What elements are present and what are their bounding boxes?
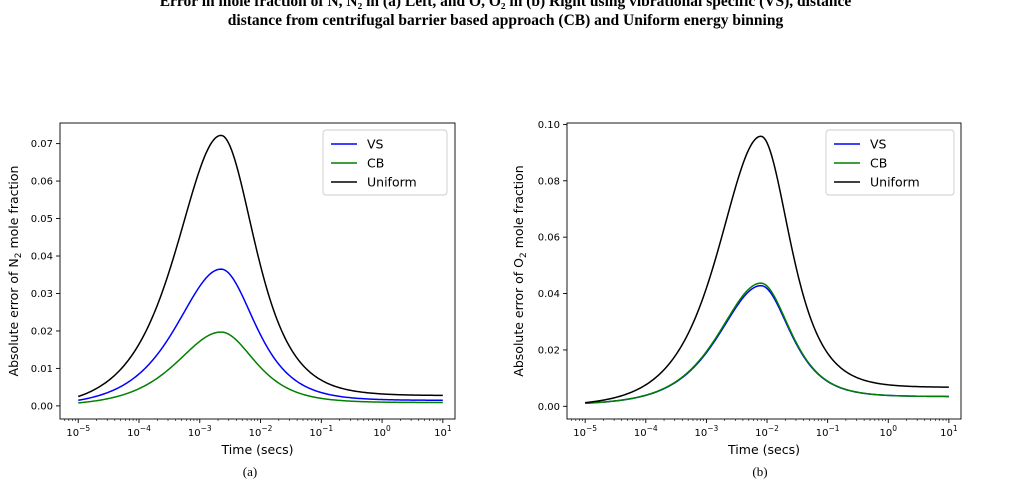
x-tick-label: 10−4 — [634, 424, 658, 439]
x-tick-label: 10−4 — [127, 424, 151, 439]
x-tick-label: 10−3 — [188, 424, 212, 439]
x-axis-label: Time (secs) — [221, 442, 294, 457]
x-tick-label: 10−5 — [66, 424, 90, 439]
y-tick-label: 0.06 — [31, 177, 53, 188]
series-line-cb — [78, 331, 443, 404]
y-tick-label: 0.04 — [31, 252, 53, 263]
series-line-vs — [78, 268, 443, 402]
y-tick-label: 0.07 — [31, 139, 53, 150]
x-axis-label: Time (secs) — [727, 442, 800, 457]
y-axis-label: Absolute error of N2 mole fraction — [6, 166, 24, 377]
y-tick-label: 0.05 — [31, 214, 53, 225]
y-tick-label: 0.08 — [538, 176, 560, 187]
y-tick-label: 0.04 — [538, 289, 560, 300]
chart-panel-b: 10−5 10−4 10−3 10−2 10−1 100 101 0.00 0.02 0.04 0.… — [511, 120, 962, 479]
series-line-cb — [585, 282, 949, 404]
y-tick-label: 0.02 — [538, 345, 560, 356]
x-tick-label: 101 — [434, 424, 452, 439]
y-tick-label: 0.01 — [31, 364, 53, 375]
x-tick-label: 101 — [940, 424, 958, 439]
legend-label-uniform: Uniform — [870, 175, 920, 190]
y-tick-label: 0.02 — [31, 326, 53, 337]
legend-label-vs: VS — [367, 137, 384, 152]
figure-caption-line-2: distance from centrifugal barrier based … — [227, 12, 784, 29]
x-tick-label: 100 — [373, 424, 391, 439]
x-tick-label: 10−3 — [695, 424, 719, 439]
figure-caption-line-1: Error in mole fraction of N, N₂ in (a) L… — [159, 0, 852, 10]
legend-label-vs: VS — [870, 137, 887, 152]
y-tick-label: 0.03 — [31, 289, 53, 300]
legend-box — [322, 129, 448, 196]
y-tick-label: 0.00 — [538, 402, 560, 413]
x-tick-label: 10−1 — [816, 424, 840, 439]
y-tick-label: 0.10 — [538, 120, 560, 131]
x-tick-label: 10−2 — [755, 424, 779, 439]
x-tick-label: 10−2 — [249, 424, 273, 439]
legend-label-cb: CB — [367, 156, 384, 171]
panel-label: (b) — [752, 464, 767, 479]
panel-label: (a) — [243, 464, 257, 479]
series-line-uniform — [77, 134, 443, 398]
y-axis-label: Absolute error of O2 mole fraction — [511, 165, 529, 376]
series-line-uniform — [585, 135, 949, 404]
legend-label-uniform: Uniform — [367, 175, 417, 190]
x-tick-label: 10−5 — [573, 424, 597, 439]
legend-label-cb: CB — [870, 156, 887, 171]
chart-panel-a: 10−5 10−4 10−3 10−2 10−1 100 101 0.00 0.01 0.02 0.… — [6, 122, 456, 479]
y-tick-label: 0.06 — [538, 233, 560, 244]
x-tick-label: 100 — [880, 424, 898, 439]
y-tick-label: 0.00 — [31, 401, 53, 412]
legend-box — [825, 129, 955, 196]
x-tick-label: 10−1 — [309, 424, 333, 439]
